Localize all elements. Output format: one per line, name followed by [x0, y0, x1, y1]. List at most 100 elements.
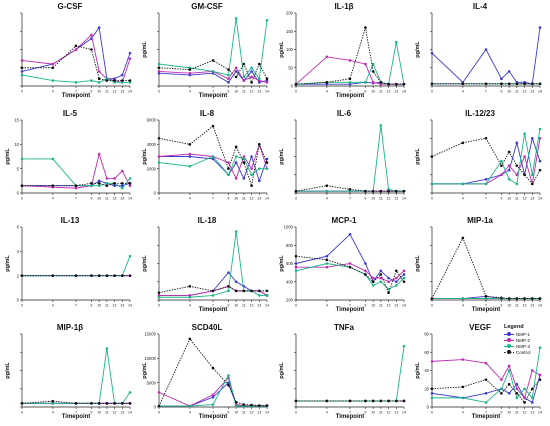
- data-point: [157, 294, 161, 297]
- y-axis-label: pg/mL: [415, 148, 421, 165]
- data-point: [250, 167, 253, 170]
- x-axis-label: Timepoint: [336, 414, 365, 420]
- x-tick-label: 9: [364, 304, 366, 308]
- data-point: [105, 79, 109, 82]
- x-tick-label: 4: [462, 90, 464, 94]
- data-point: [325, 265, 329, 269]
- data-point: [387, 189, 390, 193]
- data-point: [227, 374, 230, 377]
- y-axis-label: pg/mL: [142, 255, 148, 272]
- y-axis-label: pg/mL: [415, 362, 421, 379]
- x-tick-label: 13: [530, 90, 534, 94]
- data-point: [113, 177, 116, 180]
- data-point: [500, 159, 503, 163]
- data-point: [402, 189, 406, 193]
- series-line-nmp-2: [432, 138, 541, 185]
- data-point: [211, 70, 215, 73]
- x-tick-label: 4: [326, 304, 328, 308]
- legend-item-nmp-2: NMP-2: [504, 337, 548, 343]
- data-point: [371, 399, 375, 403]
- data-point: [242, 75, 246, 79]
- x-tick-label: 12: [387, 90, 391, 94]
- data-point: [97, 402, 101, 405]
- data-point: [227, 77, 230, 80]
- legend-item-nmp-3: NMP-3: [504, 343, 548, 349]
- data-point: [227, 271, 230, 274]
- x-tick-label: 13: [530, 304, 534, 308]
- data-point: [250, 184, 253, 187]
- chart-title: VEGF: [469, 323, 491, 332]
- data-point: [234, 280, 238, 284]
- chart-title: IL-13: [60, 216, 80, 225]
- data-point: [234, 70, 238, 73]
- chart-title: IL-8: [199, 109, 215, 118]
- x-tick-label: 0: [21, 90, 23, 94]
- y-tick-label: 4: [17, 249, 20, 254]
- data-point: [120, 186, 124, 190]
- x-tick-label: 7: [75, 304, 77, 308]
- data-point: [507, 82, 511, 86]
- data-point: [387, 291, 390, 294]
- data-point: [325, 258, 329, 262]
- data-point: [379, 273, 383, 276]
- data-point: [430, 360, 434, 363]
- data-point: [507, 369, 511, 372]
- data-point: [120, 274, 124, 277]
- data-point: [364, 262, 367, 265]
- data-point: [74, 48, 78, 51]
- chart-il-8: 0 2000 4000 6000 0 4 7 9 10 11 12 13 14 pg/mL: [142, 118, 269, 201]
- data-point: [430, 51, 434, 55]
- chart-mip-1: 0 4 7 9 10 11 12 13 14 pg/mL Timepoint: [5, 333, 132, 420]
- series-line-control: [295, 255, 405, 294]
- data-point: [402, 273, 406, 276]
- data-point: [128, 254, 132, 258]
- data-point: [128, 181, 132, 185]
- data-point: [257, 62, 261, 66]
- x-tick-label: 4: [326, 90, 328, 94]
- data-point: [371, 276, 375, 280]
- data-point: [188, 164, 192, 168]
- data-point: [51, 399, 55, 403]
- x-tick-label: 7: [485, 90, 487, 94]
- data-point: [325, 189, 329, 193]
- data-point: [402, 344, 406, 348]
- x-axis-label: Timepoint: [199, 414, 228, 420]
- data-point: [538, 136, 542, 140]
- x-tick-label: 0: [295, 90, 297, 94]
- chart-il-1: 0 50 100 150 200 0 4 7 9 10 11 12 13 14 pg/mL Timepoint: [279, 11, 406, 99]
- data-point: [227, 161, 230, 164]
- x-tick-label: 11: [515, 90, 519, 94]
- data-point: [257, 79, 261, 82]
- x-tick-label: 11: [105, 90, 109, 94]
- data-point: [507, 392, 511, 395]
- data-point: [379, 269, 383, 273]
- data-point: [515, 297, 519, 300]
- x-tick-label: 0: [431, 304, 433, 308]
- data-point: [394, 399, 398, 403]
- data-point: [371, 70, 375, 73]
- x-tick-label: 12: [523, 411, 527, 415]
- data-point: [348, 59, 352, 62]
- data-point: [250, 66, 253, 70]
- data-point: [500, 82, 503, 86]
- data-point: [484, 48, 488, 51]
- data-point: [51, 62, 55, 66]
- x-tick-label: 7: [75, 197, 77, 201]
- data-point: [325, 399, 329, 403]
- x-tick-label: 11: [242, 197, 246, 201]
- data-point: [105, 184, 109, 187]
- data-point: [500, 387, 503, 391]
- data-point: [265, 289, 269, 293]
- x-tick-label: 10: [97, 411, 101, 415]
- data-point: [371, 284, 375, 287]
- x-tick-label: 14: [538, 304, 542, 308]
- series-line-control: [158, 338, 267, 407]
- panel-g-csf: 0 4 7 9 10 11 12 13 14 Timepoint G-CSF: [4, 0, 136, 100]
- data-point: [250, 289, 253, 293]
- x-tick-label: 14: [128, 304, 132, 308]
- x-tick-label: 7: [75, 90, 77, 94]
- data-point: [484, 392, 488, 395]
- data-point: [507, 382, 511, 386]
- data-point: [97, 70, 101, 73]
- x-tick-label: 14: [402, 90, 406, 94]
